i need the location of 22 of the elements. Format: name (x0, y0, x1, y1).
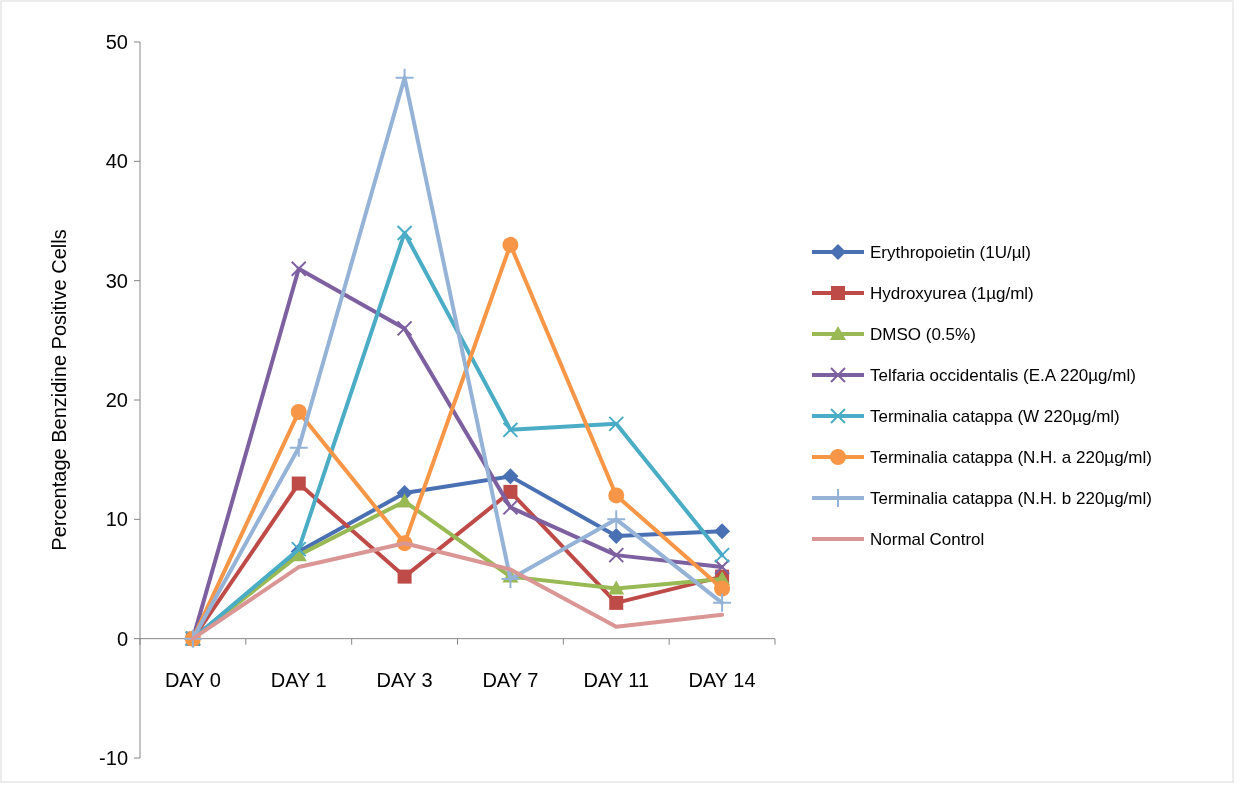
y-tick-label: 0 (116, 627, 128, 650)
x-tick-label: DAY 3 (376, 668, 433, 691)
legend-label: Erythropoietin (1U/µl) (870, 242, 1031, 262)
y-tick-label: 10 (105, 508, 128, 531)
y-tick-label: 30 (105, 269, 128, 292)
legend-label: DMSO (0.5%) (870, 324, 976, 344)
legend-label: Terminalia catappa (W 220µg/ml) (870, 406, 1120, 426)
legend-label: Telfaria occidentalis (E.A 220µg/ml) (870, 365, 1136, 385)
legend-label: Hydroxyurea (1µg/ml) (870, 283, 1034, 303)
legend-label: Terminalia catappa (N.H. a 220µg/ml) (870, 447, 1152, 467)
y-tick-label: 40 (105, 150, 128, 173)
y-axis-title: Percentage Benzidine Positive Cells (48, 229, 70, 551)
y-tick-label: 20 (105, 389, 128, 411)
y-tick-label: 50 (105, 31, 128, 53)
x-tick-label: DAY 0 (164, 668, 221, 691)
legend-label: Normal Control (870, 529, 985, 549)
y-tick-label: -10 (99, 747, 128, 769)
x-tick-label: DAY 11 (583, 668, 650, 691)
legend-label: Terminalia catappa (N.H. b 220µg/ml) (870, 488, 1152, 508)
x-tick-label: DAY 7 (482, 668, 539, 691)
x-tick-label: DAY 1 (270, 668, 327, 691)
x-tick-label: DAY 14 (688, 668, 756, 691)
